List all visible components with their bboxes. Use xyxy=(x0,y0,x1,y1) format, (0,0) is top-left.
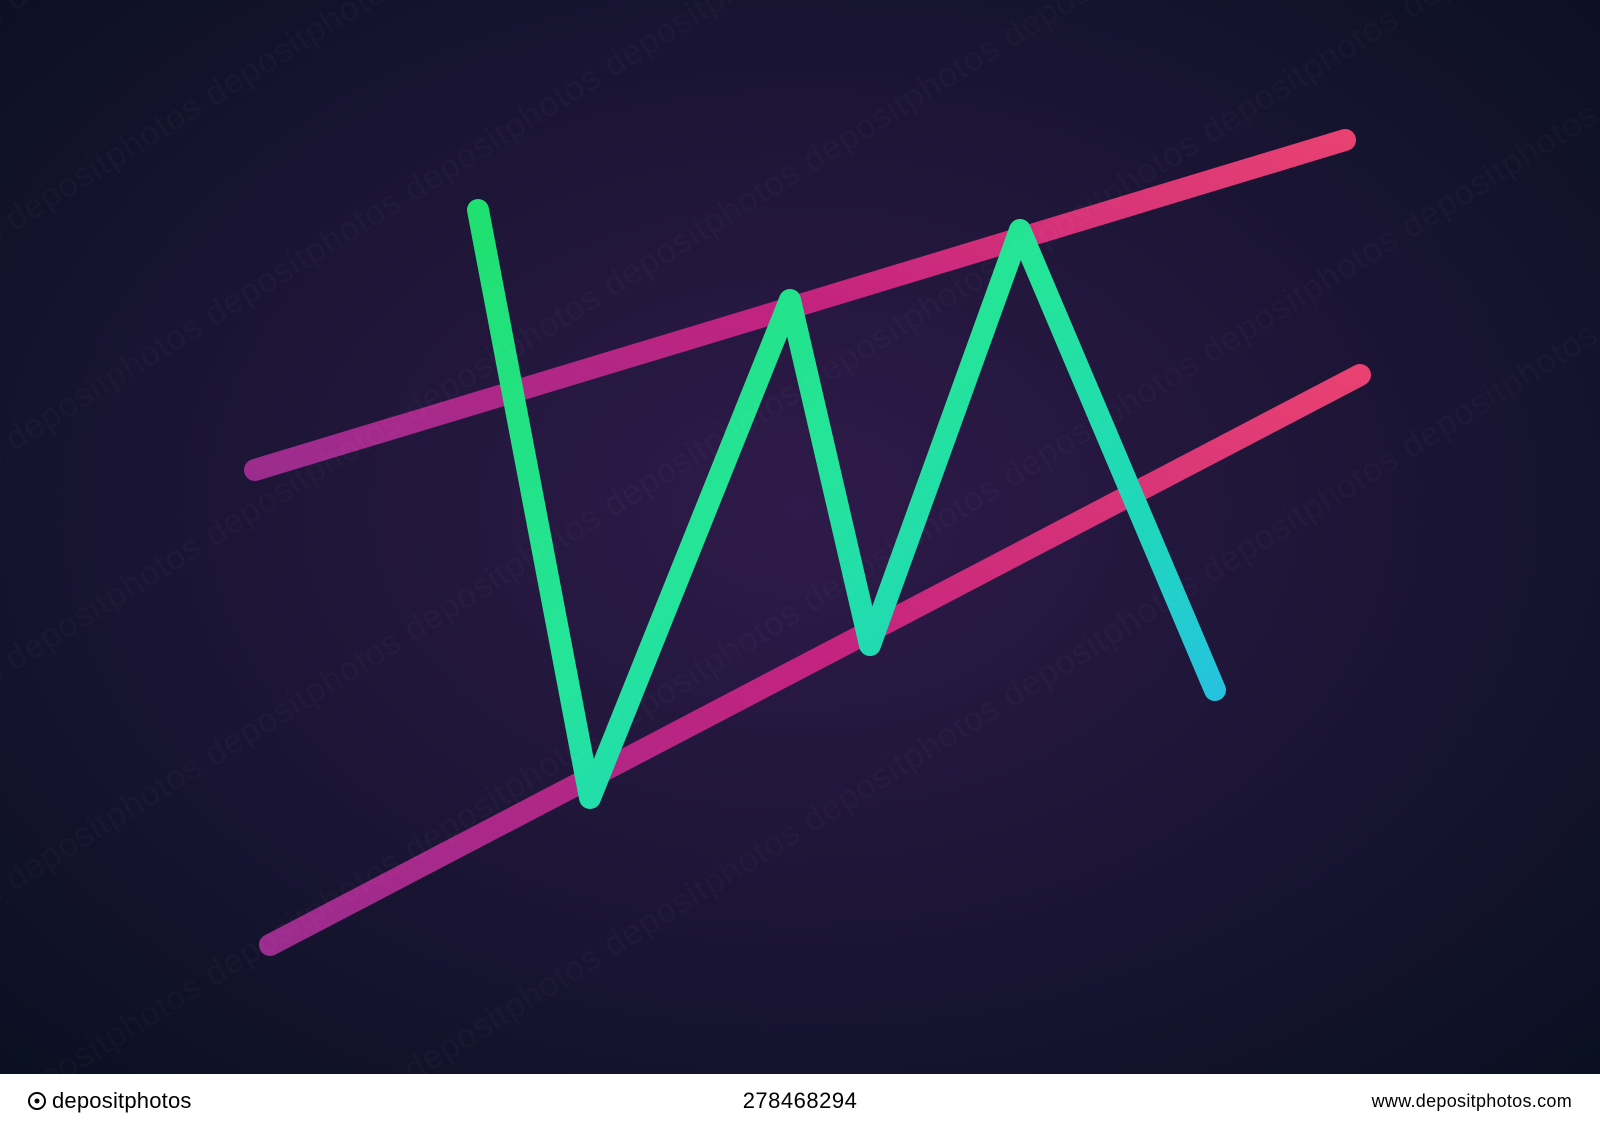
chart-canvas xyxy=(0,0,1600,1128)
image-id: 278468294 xyxy=(743,1088,858,1114)
footer-logo-text: depositphotos xyxy=(52,1088,192,1114)
footer-logo: depositphotos xyxy=(28,1088,192,1114)
background xyxy=(0,0,1600,1128)
footer-url: www.depositphotos.com xyxy=(1372,1091,1572,1112)
depositphotos-logo-icon xyxy=(28,1092,46,1110)
footer-bar: depositphotos 278468294 www.depositphoto… xyxy=(0,1074,1600,1128)
